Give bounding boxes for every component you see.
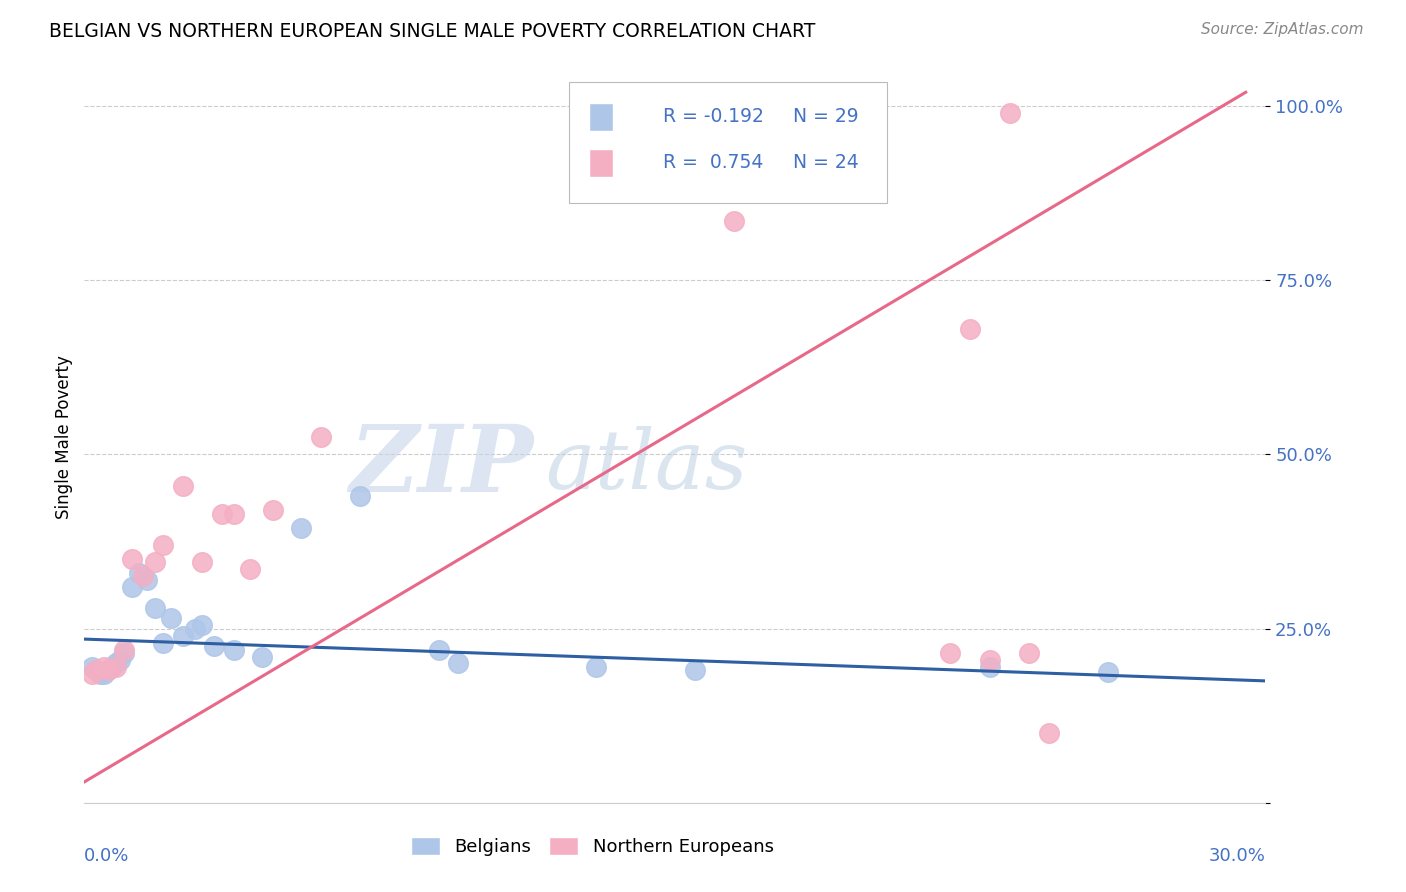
Point <box>93 660 115 674</box>
Point <box>172 629 194 643</box>
Legend: Belgians, Northern Europeans: Belgians, Northern Europeans <box>404 830 780 863</box>
Point <box>191 618 214 632</box>
Point <box>101 660 124 674</box>
Point <box>222 507 245 521</box>
Point <box>290 521 312 535</box>
Point <box>104 660 127 674</box>
Point <box>585 660 607 674</box>
Point <box>211 507 233 521</box>
Point <box>447 657 470 671</box>
Point <box>191 556 214 570</box>
Y-axis label: Single Male Poverty: Single Male Poverty <box>55 355 73 519</box>
Point <box>132 569 155 583</box>
Point <box>97 664 120 678</box>
Point <box>1097 665 1119 679</box>
Point <box>172 479 194 493</box>
Text: ZIP: ZIP <box>349 421 533 511</box>
Text: N = 29: N = 29 <box>793 107 859 126</box>
Point <box>152 635 174 649</box>
Point <box>136 573 159 587</box>
Point <box>89 667 111 681</box>
Point <box>128 566 150 580</box>
Point <box>160 611 183 625</box>
Text: Source: ZipAtlas.com: Source: ZipAtlas.com <box>1201 22 1364 37</box>
Point <box>723 214 745 228</box>
Point <box>349 489 371 503</box>
Text: BELGIAN VS NORTHERN EUROPEAN SINGLE MALE POVERTY CORRELATION CHART: BELGIAN VS NORTHERN EUROPEAN SINGLE MALE… <box>49 22 815 41</box>
Text: R =  0.754: R = 0.754 <box>664 153 763 172</box>
Point <box>152 538 174 552</box>
Point <box>143 600 166 615</box>
Point <box>84 664 107 678</box>
Point <box>97 664 120 678</box>
Point <box>979 660 1001 674</box>
Point <box>222 642 245 657</box>
FancyBboxPatch shape <box>589 149 613 177</box>
Point <box>939 646 962 660</box>
Point <box>239 562 262 576</box>
Point <box>112 642 135 657</box>
FancyBboxPatch shape <box>568 82 887 203</box>
Point <box>998 106 1021 120</box>
Point <box>979 653 1001 667</box>
Point <box>143 556 166 570</box>
Point <box>104 657 127 671</box>
Point <box>84 664 107 678</box>
Point <box>1018 646 1040 660</box>
Point <box>93 667 115 681</box>
Point <box>959 322 981 336</box>
Point <box>121 580 143 594</box>
Point <box>183 622 205 636</box>
Text: 0.0%: 0.0% <box>84 847 129 864</box>
Point <box>250 649 273 664</box>
Point <box>108 653 131 667</box>
Point <box>121 552 143 566</box>
Text: atlas: atlas <box>546 426 748 507</box>
Point <box>82 667 104 681</box>
Point <box>202 639 225 653</box>
Text: N = 24: N = 24 <box>793 153 859 172</box>
Point <box>82 660 104 674</box>
Point <box>683 664 706 678</box>
Point <box>112 646 135 660</box>
Text: 30.0%: 30.0% <box>1209 847 1265 864</box>
Text: R = -0.192: R = -0.192 <box>664 107 763 126</box>
Point <box>1038 726 1060 740</box>
FancyBboxPatch shape <box>589 103 613 130</box>
Point <box>262 503 284 517</box>
Point <box>309 430 332 444</box>
Point <box>427 642 450 657</box>
